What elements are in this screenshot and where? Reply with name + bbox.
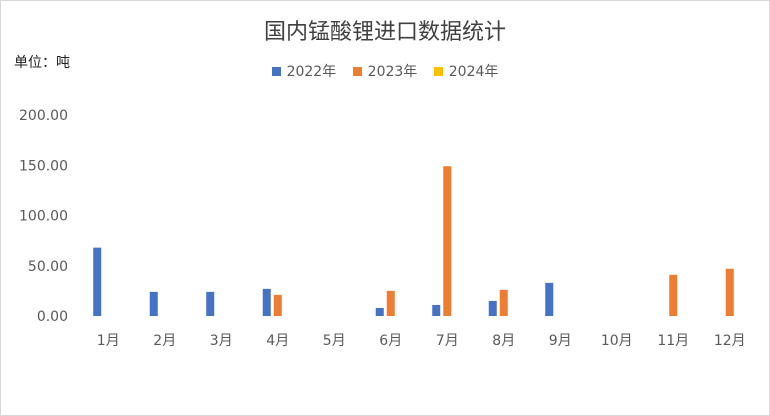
x-tick-label: 3月 (210, 333, 233, 349)
bar-2023年-12月 (725, 268, 734, 316)
y-tick-label: 150.00 (19, 158, 68, 174)
bar-2022年-9月 (545, 282, 554, 316)
y-tick-label: 0.00 (37, 309, 68, 325)
legend-item-2022: 2022年 (271, 61, 337, 81)
bar-2022年-8月 (488, 300, 497, 316)
bar-2023年-6月 (386, 290, 395, 316)
x-tick-label: 5月 (323, 333, 346, 349)
x-tick-label: 11月 (657, 333, 689, 349)
bar-2022年-3月 (206, 291, 215, 316)
y-tick-label: 50.00 (28, 259, 68, 275)
bar-2022年-4月 (262, 288, 271, 316)
chart-title: 国内锰酸锂进口数据统计 (263, 20, 506, 45)
bar-2022年-7月 (432, 304, 441, 316)
x-tick-label: 4月 (266, 333, 289, 349)
unit-label: 单位：吨 (14, 55, 70, 71)
legend-label-2022: 2022年 (286, 64, 337, 80)
legend-swatch-2024 (433, 66, 443, 76)
bar-2022年-2月 (149, 291, 158, 316)
x-tick-label: 6月 (379, 333, 402, 349)
x-tick-label: 2月 (153, 333, 176, 349)
legend-swatch-2022 (271, 66, 281, 76)
x-axis: 1月 2月 3月 4月 5月 6月 7月 8月 9月 10月 11月 12月 (97, 333, 746, 349)
x-tick-label: 12月 (714, 333, 746, 349)
legend-swatch-2023 (352, 66, 362, 76)
bar-2023年-8月 (499, 289, 508, 316)
bar-2023年-11月 (669, 274, 678, 316)
x-tick-label: 10月 (601, 333, 633, 349)
bars-group (93, 166, 734, 316)
bar-2023年-4月 (273, 294, 282, 316)
y-tick-label: 200.00 (19, 108, 68, 124)
bar-2022年-1月 (93, 247, 102, 316)
x-tick-label: 7月 (436, 333, 459, 349)
legend-item-2024: 2024年 (433, 61, 499, 81)
y-axis: 0.00 50.00 100.00 150.00 200.00 (19, 108, 68, 325)
legend-label-2023: 2023年 (367, 64, 418, 80)
y-tick-label: 100.00 (19, 209, 68, 225)
legend-item-2023: 2023年 (352, 61, 418, 81)
x-tick-label: 8月 (492, 333, 515, 349)
x-tick-label: 1月 (97, 333, 120, 349)
legend: 2022年 2023年 2024年 (0, 61, 770, 81)
x-tick-label: 9月 (549, 333, 572, 349)
legend-label-2024: 2024年 (448, 64, 499, 80)
bar-2022年-6月 (375, 307, 384, 316)
bar-2023年-7月 (443, 166, 452, 316)
